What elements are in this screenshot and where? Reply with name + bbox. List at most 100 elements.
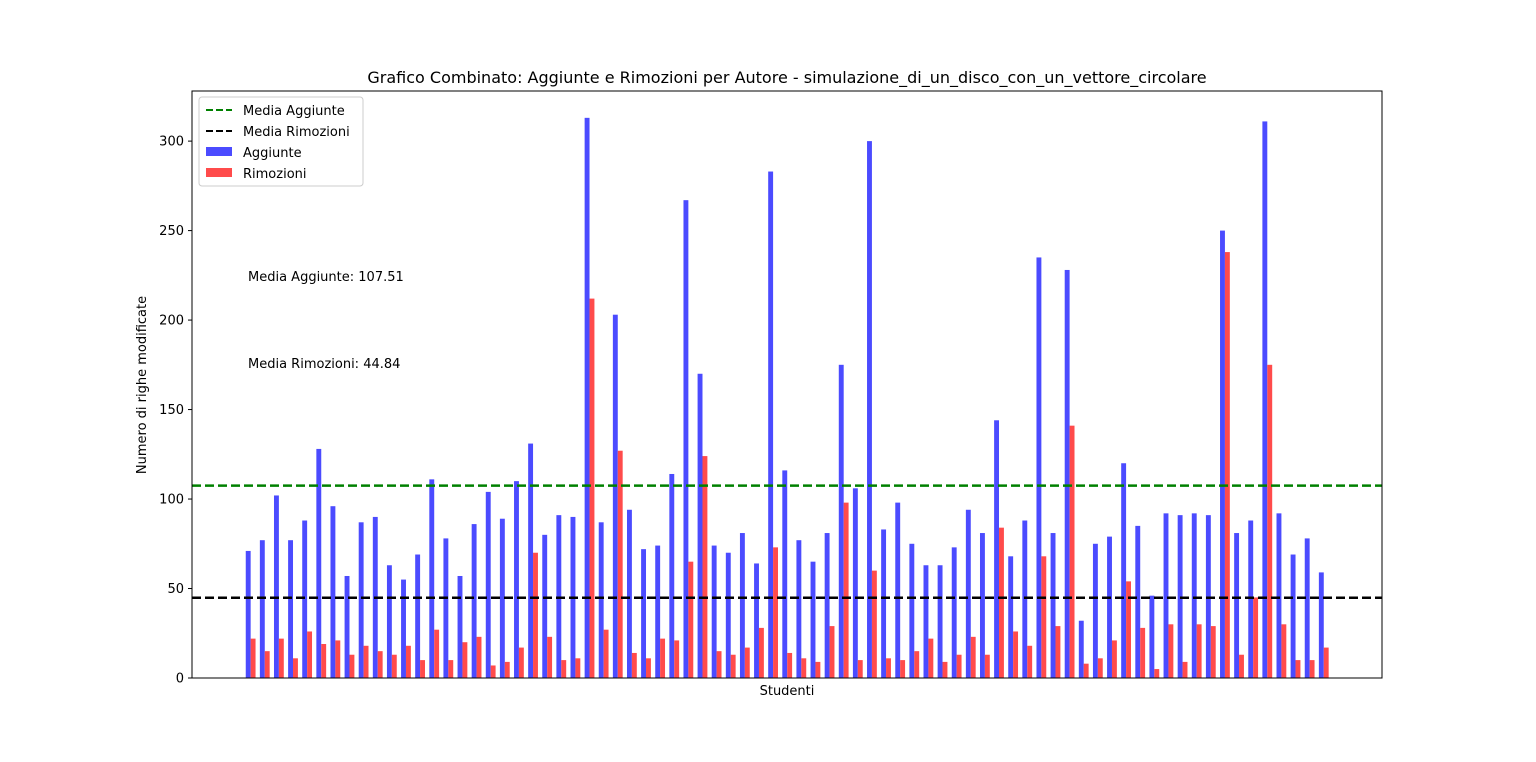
bar-aggiunte [711, 545, 717, 678]
bar-aggiunte [626, 509, 632, 678]
bar-rimozioni [1323, 647, 1329, 678]
x-axis-title: Studenti [760, 684, 815, 699]
bar-rimozioni [1083, 663, 1089, 678]
bar-aggiunte [1318, 572, 1324, 678]
reference-lines-group [192, 484, 1382, 599]
bar-rimozioni [250, 638, 256, 678]
y-tick-label: 300 [159, 135, 184, 150]
bar-aggiunte [542, 534, 548, 678]
bar-aggiunte [528, 443, 534, 678]
bar-rimozioni [589, 298, 595, 678]
bar-rimozioni [264, 651, 270, 678]
bar-aggiunte [881, 529, 887, 678]
bar-aggiunte [739, 533, 745, 678]
bar-rimozioni [518, 647, 524, 678]
bar-aggiunte [1191, 513, 1197, 678]
y-axis-title: Numero di righe modificate [135, 296, 150, 474]
bar-rimozioni [730, 654, 736, 678]
bar-aggiunte [965, 509, 971, 678]
bar-rimozioni [871, 570, 877, 678]
bar-rimozioni [928, 638, 934, 678]
bar-aggiunte [725, 552, 731, 678]
bar-rimozioni [349, 654, 355, 678]
bar-rimozioni [476, 636, 482, 678]
bar-aggiunte [1078, 620, 1084, 678]
bar-rimozioni [716, 651, 722, 678]
bar-rimozioni [405, 645, 411, 678]
bar-rimozioni [1097, 658, 1103, 678]
legend-label-rimozioni: Rimozioni [243, 167, 307, 182]
y-axis: 0 50 100 150 200 250 300 [159, 135, 192, 687]
bar-aggiunte [259, 540, 265, 678]
bar-aggiunte [951, 547, 957, 678]
bar-aggiunte [386, 565, 392, 678]
y-tick-label: 150 [159, 403, 184, 418]
bar-aggiunte [344, 575, 350, 678]
bar-aggiunte [598, 522, 604, 678]
bar-rimozioni [631, 652, 637, 678]
bar-aggiunte [923, 565, 929, 678]
bar-aggiunte [683, 200, 689, 679]
y-tick-label: 50 [167, 582, 184, 597]
bar-rimozioni [744, 647, 750, 678]
bar-rimozioni [363, 645, 369, 678]
bar-rimozioni [1295, 660, 1301, 678]
bar-rimozioni [547, 636, 553, 678]
bar-rimozioni [533, 552, 538, 678]
bar-aggiunte [1290, 554, 1296, 678]
bar-aggiunte [994, 420, 1000, 678]
bar-rimozioni [561, 660, 567, 678]
bar-rimozioni [900, 660, 906, 678]
bar-aggiunte [302, 520, 308, 678]
bar-aggiunte [768, 171, 774, 678]
bar-rimozioni [801, 658, 807, 678]
bar-aggiunte [499, 518, 505, 678]
legend-label-aggiunte: Aggiunte [243, 146, 302, 161]
legend-label-media-rimozioni: Media Rimozioni [243, 125, 350, 140]
bar-rimozioni [1013, 631, 1019, 678]
bar-aggiunte [584, 117, 590, 679]
bar-rimozioni [462, 642, 468, 678]
bar-rimozioni [1126, 581, 1131, 678]
bar-rimozioni [1224, 252, 1230, 678]
bar-aggiunte [1149, 595, 1155, 678]
bar-rimozioni [773, 547, 778, 678]
bar-aggiunte [1262, 121, 1268, 679]
bar-aggiunte [697, 373, 703, 678]
bar-rimozioni [307, 631, 313, 678]
bar-rimozioni [575, 658, 581, 678]
bar-aggiunte [415, 554, 421, 678]
bar-aggiunte [1163, 513, 1169, 678]
bar-rimozioni [335, 640, 341, 678]
bar-rimozioni [857, 660, 863, 678]
y-tick-label: 200 [159, 314, 184, 329]
bar-rimozioni [843, 502, 849, 678]
bar-aggiunte [669, 473, 675, 678]
legend-box [198, 96, 364, 187]
bar-rimozioni [829, 626, 835, 678]
bar-rimozioni [420, 660, 425, 678]
bar-rimozioni [942, 661, 948, 678]
bar-rimozioni [1069, 425, 1075, 678]
bar-aggiunte [838, 364, 844, 678]
bar-aggiunte [1304, 538, 1310, 678]
bar-aggiunte [796, 540, 802, 678]
bar-aggiunte [1008, 556, 1014, 678]
bar-rimozioni [293, 658, 298, 678]
bar-rimozioni [660, 638, 666, 678]
bar-rimozioni [1281, 624, 1287, 678]
bar-rimozioni [1055, 626, 1061, 678]
bar-aggiunte [909, 543, 915, 678]
bar-rimozioni [1154, 669, 1160, 678]
bar-aggiunte [824, 533, 830, 678]
bar-aggiunte [316, 448, 322, 678]
bar-aggiunte [1036, 257, 1042, 678]
bar-aggiunte [641, 549, 647, 678]
bar-aggiunte [655, 545, 661, 678]
bar-aggiunte [979, 533, 985, 678]
bar-rimozioni [674, 640, 680, 678]
bar-aggiunte [358, 522, 364, 678]
bar-rimozioni [1041, 556, 1047, 678]
bar-aggiunte [457, 575, 463, 678]
